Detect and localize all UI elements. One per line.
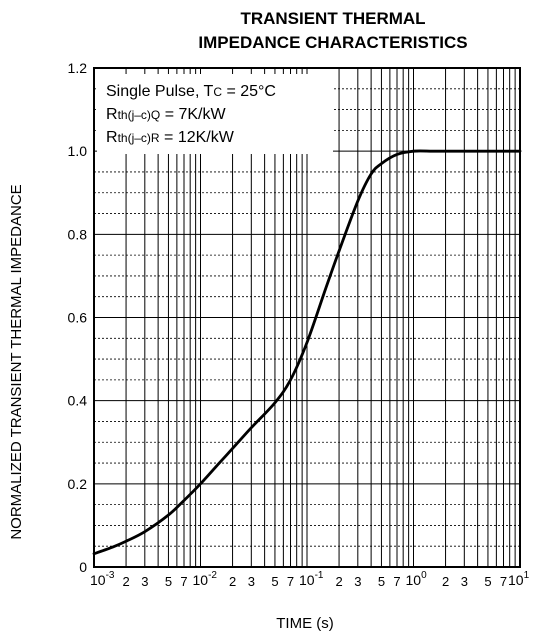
x-decade-label: 10-2 [193,570,218,588]
y-tick-label: 0.6 [68,310,88,326]
plot-frame [93,67,521,568]
x-minor-label: 2 [442,574,449,589]
x-minor-label: 3 [354,574,361,589]
chart-title: TRANSIENT THERMAL [240,9,425,28]
y-axis-title: NORMALIZED TRANSIENT THERMAL IMPEDANCE [8,184,25,539]
x-minor-label: 2 [122,574,129,589]
x-minor-label: 2 [335,574,342,589]
x-axis-title: TIME (s) [276,615,334,632]
x-decade-label: 101 [508,570,530,588]
legend-line-pulse: Single Pulse, TC = 25°C [106,83,276,100]
x-minor-label: 5 [271,574,278,589]
x-minor-label: 7 [393,574,400,589]
x-decade-label: 10-3 [90,570,115,588]
data-series [92,149,522,556]
legend-line-rthq: Rth(j–c)Q = 7K/kW [106,106,227,123]
y-tick-label: 0.4 [68,393,88,409]
y-tick-label: 1.0 [68,143,88,159]
x-decade-label: 10-1 [299,570,324,588]
legend-box [97,74,333,154]
x-decade-label: 100 [406,570,428,588]
series-line-0 [92,149,522,556]
legend-line-rthr: Rth(j–c)R = 12K/kW [106,129,235,146]
x-minor-label: 7 [500,574,507,589]
x-minor-label: 2 [229,574,236,589]
y-tick-label: 1.2 [68,60,88,76]
chart-subtitle: IMPEDANCE CHARACTERISTICS [198,33,467,52]
y-tick-label: 0.2 [68,476,88,492]
x-minor-label: 3 [141,574,148,589]
x-minor-label: 7 [287,574,294,589]
x-minor-label: 5 [165,574,172,589]
y-tick-label: 0.8 [68,226,88,242]
x-minor-label: 5 [378,574,385,589]
x-minor-label: 7 [180,574,187,589]
legend: Single Pulse, TC = 25°C Rth(j–c)Q = 7K/kW… [97,74,333,154]
x-minor-label: 3 [461,574,468,589]
y-tick-label: 0 [79,559,87,575]
x-minor-label: 5 [484,574,491,589]
x-minor-label: 3 [248,574,255,589]
